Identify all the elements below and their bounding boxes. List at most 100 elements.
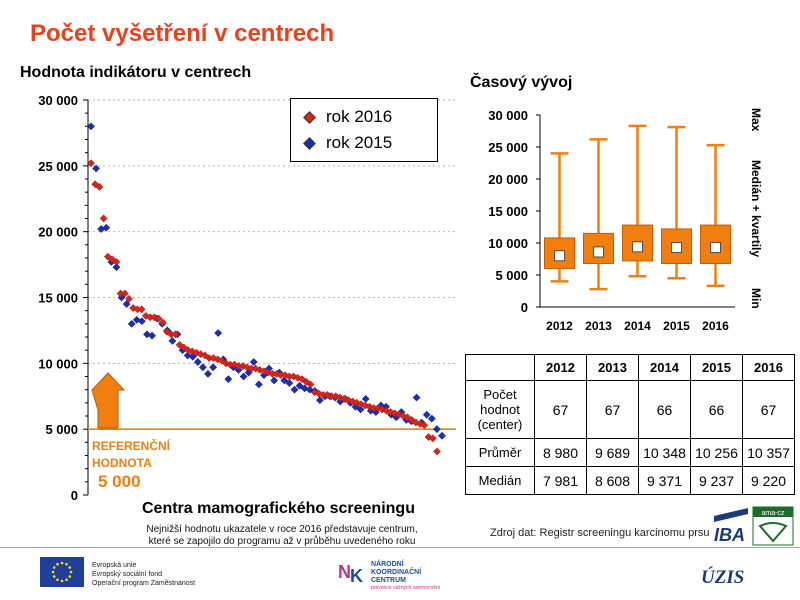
- point-2016: [314, 389, 323, 398]
- point-2015: [127, 319, 136, 328]
- footnote-line2: které se zapojilo do programu až v průbě…: [148, 536, 416, 547]
- point-2016: [373, 404, 382, 413]
- box-median-marker: [554, 250, 565, 262]
- table-cell: 67: [586, 380, 639, 439]
- table-cell: 10 357: [742, 438, 795, 467]
- point-2015: [427, 414, 436, 423]
- point-2016: [192, 348, 201, 357]
- point-2016: [281, 371, 290, 380]
- point-2016: [272, 369, 281, 378]
- eu-star: [52, 575, 56, 578]
- data-source: Zdroj dat: Registr screeningu karcinomu …: [490, 527, 710, 539]
- blue-diamond-icon: [303, 137, 316, 150]
- scatter-y-tick-label: 25 000: [38, 159, 78, 174]
- table-row: Průměr 8 980 9 689 10 348 10 256 10 357: [465, 438, 795, 467]
- point-2015: [315, 396, 324, 405]
- table-header-cell: 2015: [690, 354, 743, 381]
- point-2016: [179, 343, 188, 352]
- point-2016: [352, 398, 361, 407]
- table-cell: 67: [534, 380, 587, 439]
- row-label-mean: Průměr: [465, 438, 535, 467]
- point-2016: [213, 355, 222, 364]
- scatter-y-tick-label: 0: [71, 488, 78, 503]
- boxplot-y-tick-label: 15 000: [488, 204, 528, 219]
- point-2016: [395, 410, 403, 419]
- point-2015: [224, 375, 233, 384]
- box-2014: [622, 124, 653, 278]
- table-cell: 7 981: [534, 466, 587, 495]
- eu-text-line: Evropský sociální fond: [92, 571, 163, 578]
- side-label-max: Max: [749, 108, 763, 132]
- footnote-line1: Nejnižší hodnotu ukazatele v roce 2016 p…: [146, 524, 418, 535]
- ama-logo: ama-cz: [752, 506, 794, 546]
- eu-text-line: Operační program Zaměstnanost: [92, 580, 196, 587]
- side-label-min: Min: [749, 288, 763, 309]
- point-2015: [422, 410, 431, 419]
- eu-star: [56, 562, 59, 566]
- ama-logo-text: ama-cz: [762, 510, 785, 517]
- point-2015: [214, 329, 223, 338]
- table-cell: 66: [690, 380, 743, 439]
- eu-text-line: Evropská unie: [92, 562, 137, 569]
- scatter-chart: 0 5 000 10 000 15 000 20 000 25 000 30 000: [38, 93, 456, 503]
- point-2015: [183, 351, 192, 360]
- eu-text: Evropská unie Evropský sociální fond Ope…: [92, 561, 195, 588]
- scatter-legend: rok 2016 rok 2015: [290, 98, 438, 162]
- table-cell: 67: [742, 380, 795, 439]
- point-2016: [255, 365, 264, 374]
- point-2015: [285, 379, 294, 388]
- table-cell: 8 608: [586, 466, 639, 495]
- table-cell: 9 689: [586, 438, 639, 467]
- boxplot-y-tick-label: 20 000: [488, 172, 528, 187]
- eu-flag-icon: [40, 557, 84, 587]
- table-cell: 8 980: [534, 438, 587, 467]
- legend-label-2015: rok 2015: [326, 133, 393, 152]
- scatter-y-tick-label: 15 000: [38, 291, 78, 306]
- boxplot-y-tick-label: 0: [521, 300, 528, 315]
- arrow-up-icon: [91, 372, 126, 429]
- boxplot-x-tick-label: 2012: [546, 319, 573, 333]
- footer-divider: [0, 547, 800, 548]
- point-2016: [433, 447, 441, 456]
- point-2015: [295, 381, 304, 390]
- point-2016: [137, 305, 146, 314]
- svg-text:N: N: [338, 562, 351, 582]
- legend-item-2015: rok 2015: [303, 133, 393, 153]
- legend-item-2016: rok 2016: [303, 107, 392, 127]
- boxplot-x-tick-label: 2013: [585, 319, 612, 333]
- scatter-chart-title: Hodnota indikátoru v centrech: [20, 64, 252, 81]
- point-2015: [290, 385, 299, 394]
- boxplot-y-tick-label: 5 000: [495, 268, 528, 283]
- eu-star: [65, 562, 68, 566]
- scatter-x-axis-label: Centra mamografického screeningu: [142, 500, 415, 517]
- iba-logo-text: IBA: [714, 525, 745, 544]
- table-cell: 9 371: [638, 466, 691, 495]
- box-median-marker: [671, 242, 682, 253]
- box-2015: [661, 125, 692, 280]
- point-2016: [378, 405, 387, 414]
- svg-text:K: K: [350, 566, 363, 586]
- point-2016: [420, 421, 429, 430]
- table-cell: 66: [638, 380, 691, 439]
- point-2016: [171, 330, 180, 339]
- point-2015: [254, 380, 263, 389]
- point-2015: [102, 223, 111, 232]
- point-2015: [204, 369, 212, 378]
- point-2016: [200, 351, 209, 360]
- point-2015: [148, 331, 156, 340]
- point-2016: [196, 350, 205, 359]
- table-header-cell: 2012: [534, 354, 587, 381]
- point-2015: [137, 317, 146, 326]
- box-2013: [583, 138, 614, 291]
- point-2016: [184, 346, 193, 355]
- box-median-marker: [632, 241, 643, 253]
- boxplot-x-tick-label: 2015: [663, 319, 690, 333]
- nkc-text-line: CENTRUM: [371, 577, 406, 584]
- eu-star: [69, 570, 73, 574]
- point-2016: [112, 257, 121, 266]
- boxplot-y-tick-label: 25 000: [488, 140, 528, 155]
- eu-star: [65, 578, 68, 582]
- scatter-y-tick-label: 5 000: [45, 422, 78, 437]
- eu-star: [68, 566, 72, 569]
- point-2015: [432, 425, 441, 434]
